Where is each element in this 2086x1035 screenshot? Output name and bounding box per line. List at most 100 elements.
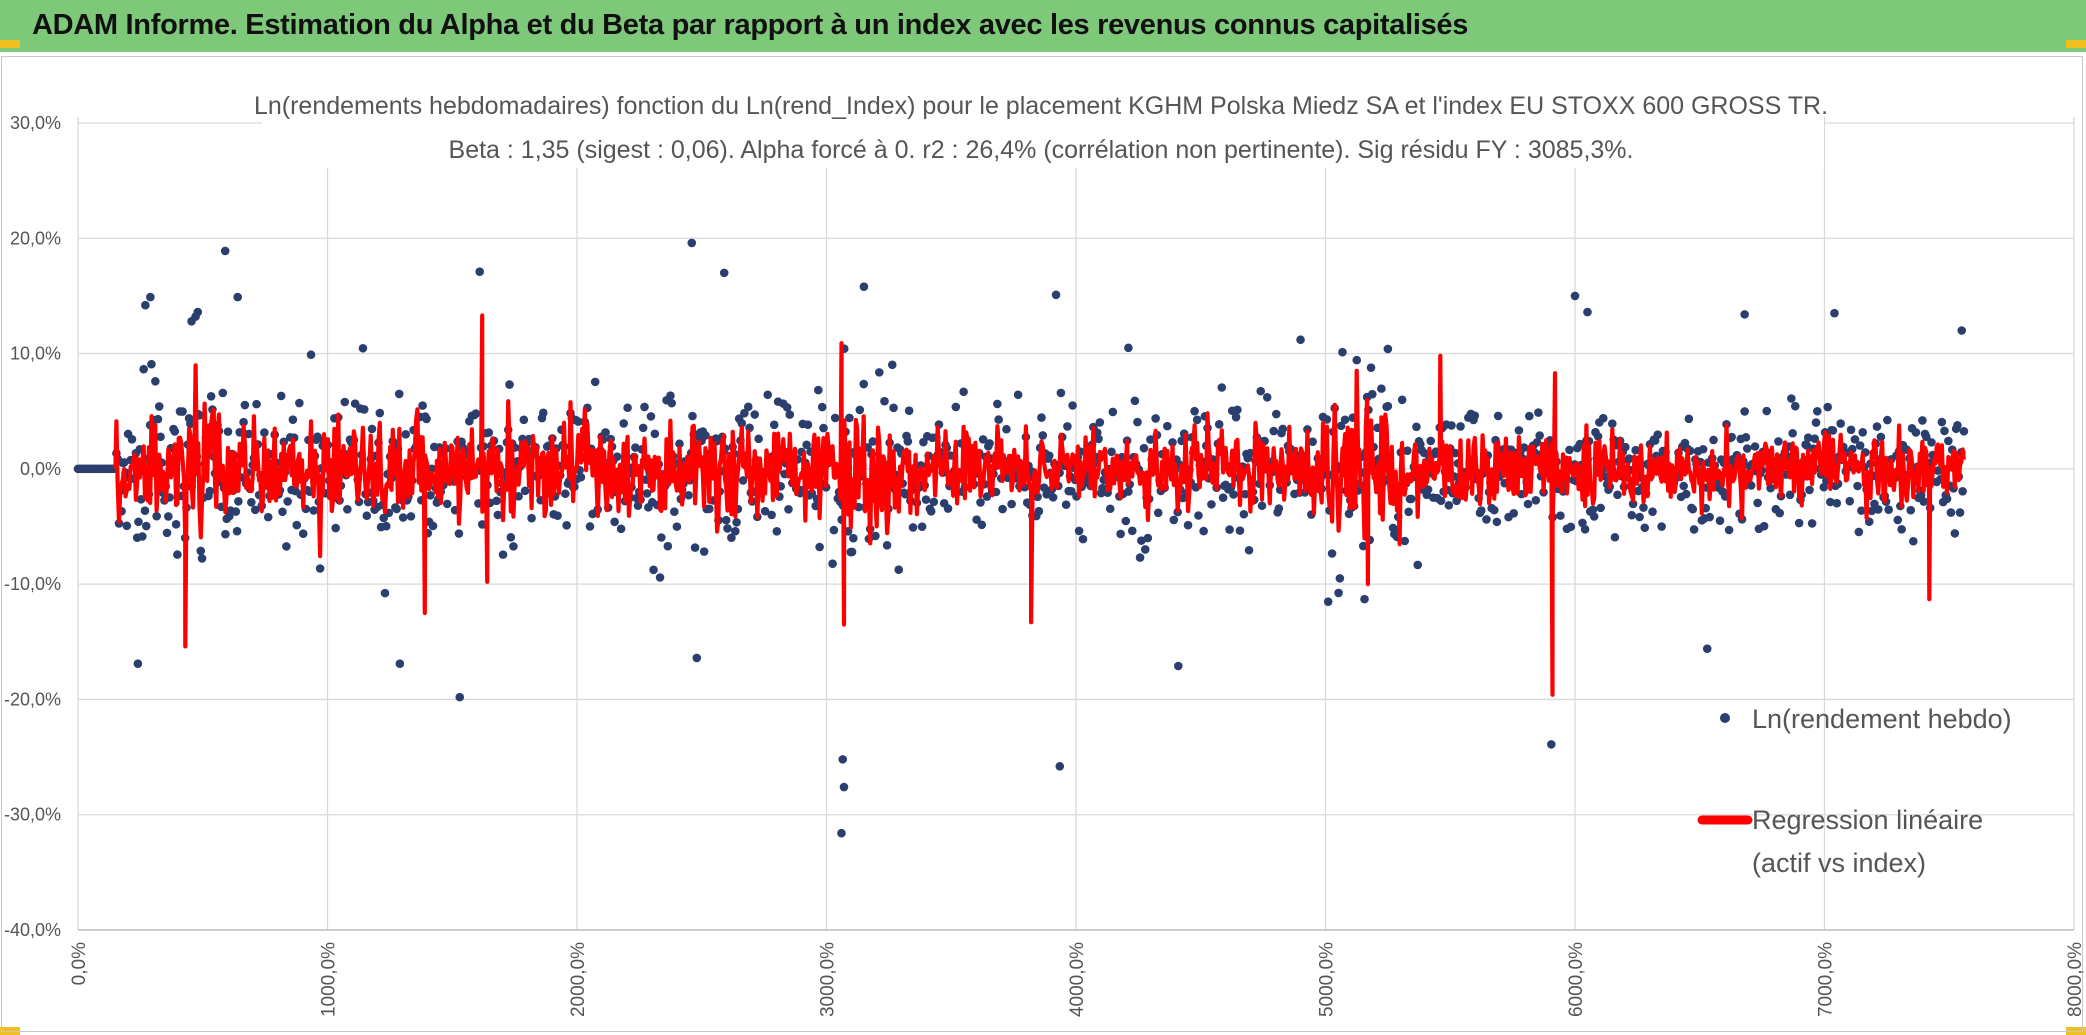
scatter-point <box>1958 487 1967 496</box>
scatter-point <box>1893 515 1903 525</box>
scatter-point <box>1397 395 1407 405</box>
y-tick-label: -30,0% <box>4 805 61 825</box>
scatter-point <box>1959 426 1969 436</box>
scatter-point <box>428 521 438 531</box>
scatter-point <box>976 498 985 507</box>
scatter-point <box>1094 434 1103 444</box>
scatter-point <box>250 505 260 515</box>
scatter-point <box>951 402 961 412</box>
scatter-point <box>1400 536 1410 546</box>
scatter-point <box>298 529 308 538</box>
scatter-point <box>283 497 292 506</box>
scatter-point-outlier <box>1124 343 1133 353</box>
scatter-point <box>1596 503 1605 513</box>
scatter-point <box>1308 437 1317 446</box>
scatter-point <box>1143 533 1153 543</box>
scatter-point <box>1884 505 1893 514</box>
scatter-point <box>1944 436 1953 446</box>
scatter-point <box>1423 485 1433 494</box>
scatter-point <box>750 410 760 419</box>
scatter-point <box>845 413 854 423</box>
scatter-point <box>616 524 626 534</box>
scatter-point-outlier <box>687 238 697 248</box>
scatter-point <box>649 565 658 575</box>
scatter-point-outlier <box>719 268 729 278</box>
scatter-point <box>666 391 675 400</box>
scatter-point <box>849 533 858 543</box>
scatter-point <box>282 542 291 551</box>
scatter-point <box>1640 523 1650 533</box>
scatter-point <box>1033 492 1042 502</box>
x-axis-ticks: 0,0% 1000,0% 2000,0% 3000,0% 4000,0% 5000,0% 6… <box>69 942 2086 1017</box>
scatter-point-outlier <box>1740 310 1749 319</box>
scatter-point <box>1825 497 1835 507</box>
scatter-point <box>1327 549 1337 558</box>
chart-title: Ln(rendements hebdomadaires) fonction du… <box>254 92 1828 120</box>
scatter-point <box>205 486 215 496</box>
scatter-point <box>1336 421 1346 431</box>
scatter-point <box>1334 588 1343 598</box>
scatter-point <box>784 504 793 514</box>
scatter-point <box>1002 424 1011 434</box>
scatter-point <box>803 420 813 430</box>
report-title: ADAM Informe. Estimation du Alpha et du … <box>32 9 1469 41</box>
scatter-point <box>1377 384 1386 393</box>
scatter-point <box>343 505 352 514</box>
scatter-point <box>278 507 287 517</box>
scatter-point <box>1565 445 1574 455</box>
scatter-point <box>917 522 927 531</box>
scatter-point <box>829 525 839 535</box>
scatter-point <box>675 439 684 449</box>
scatter-point <box>688 411 697 421</box>
scatter-point <box>1919 497 1929 506</box>
scatter-point <box>1534 408 1543 417</box>
scatter-point <box>1413 560 1423 570</box>
scatter-point <box>1950 529 1960 538</box>
scatter-point <box>1061 500 1071 509</box>
scatter-point <box>1598 413 1608 423</box>
scatter-point <box>998 504 1007 514</box>
scatter-point <box>1620 442 1630 452</box>
scatter-point <box>657 533 666 542</box>
legend-label-regression: Regression linéaire <box>1752 805 1983 835</box>
scatter-point <box>705 504 714 514</box>
scatter-point <box>871 531 880 541</box>
scatter-point <box>1229 490 1238 499</box>
scatter-point <box>239 417 248 427</box>
scatter-point <box>519 415 529 425</box>
scatter-point <box>1921 432 1931 442</box>
scatter-point <box>162 528 172 538</box>
scatter-point-outlier <box>859 282 869 292</box>
scatter-point <box>514 492 523 501</box>
scatter-point <box>663 541 673 551</box>
scatter-point <box>1953 421 1962 430</box>
scatter-point <box>406 512 416 521</box>
scatter-point <box>1883 415 1892 425</box>
x-tick-label: 3000,0% <box>818 942 839 1017</box>
scatter-point <box>1127 526 1137 536</box>
scatter-point <box>943 504 953 513</box>
scatter-point <box>1788 428 1797 438</box>
scatter-point <box>1639 503 1648 512</box>
scatter-point <box>1653 430 1663 439</box>
scatter-point <box>247 498 256 507</box>
scatter-point <box>1753 498 1762 508</box>
scatter-point <box>119 458 129 467</box>
x-tick-label: 1000,0% <box>319 942 340 1017</box>
scatter-point-outlier <box>220 246 230 256</box>
scatter-point <box>819 423 828 433</box>
scatter-point-outlier <box>1546 740 1556 749</box>
scatter-point <box>802 440 811 450</box>
scatter-point <box>1278 424 1288 434</box>
scatter-point <box>847 547 857 557</box>
scatter-point <box>313 432 322 442</box>
scatter-point <box>562 521 571 530</box>
scatter-point <box>754 434 763 444</box>
chart-frame <box>1 56 2083 1032</box>
scatter-point <box>153 414 163 424</box>
scatter-point <box>1146 435 1155 444</box>
scatter-point <box>1727 432 1736 442</box>
scatter-point <box>894 565 904 575</box>
scatter-point <box>670 507 679 516</box>
